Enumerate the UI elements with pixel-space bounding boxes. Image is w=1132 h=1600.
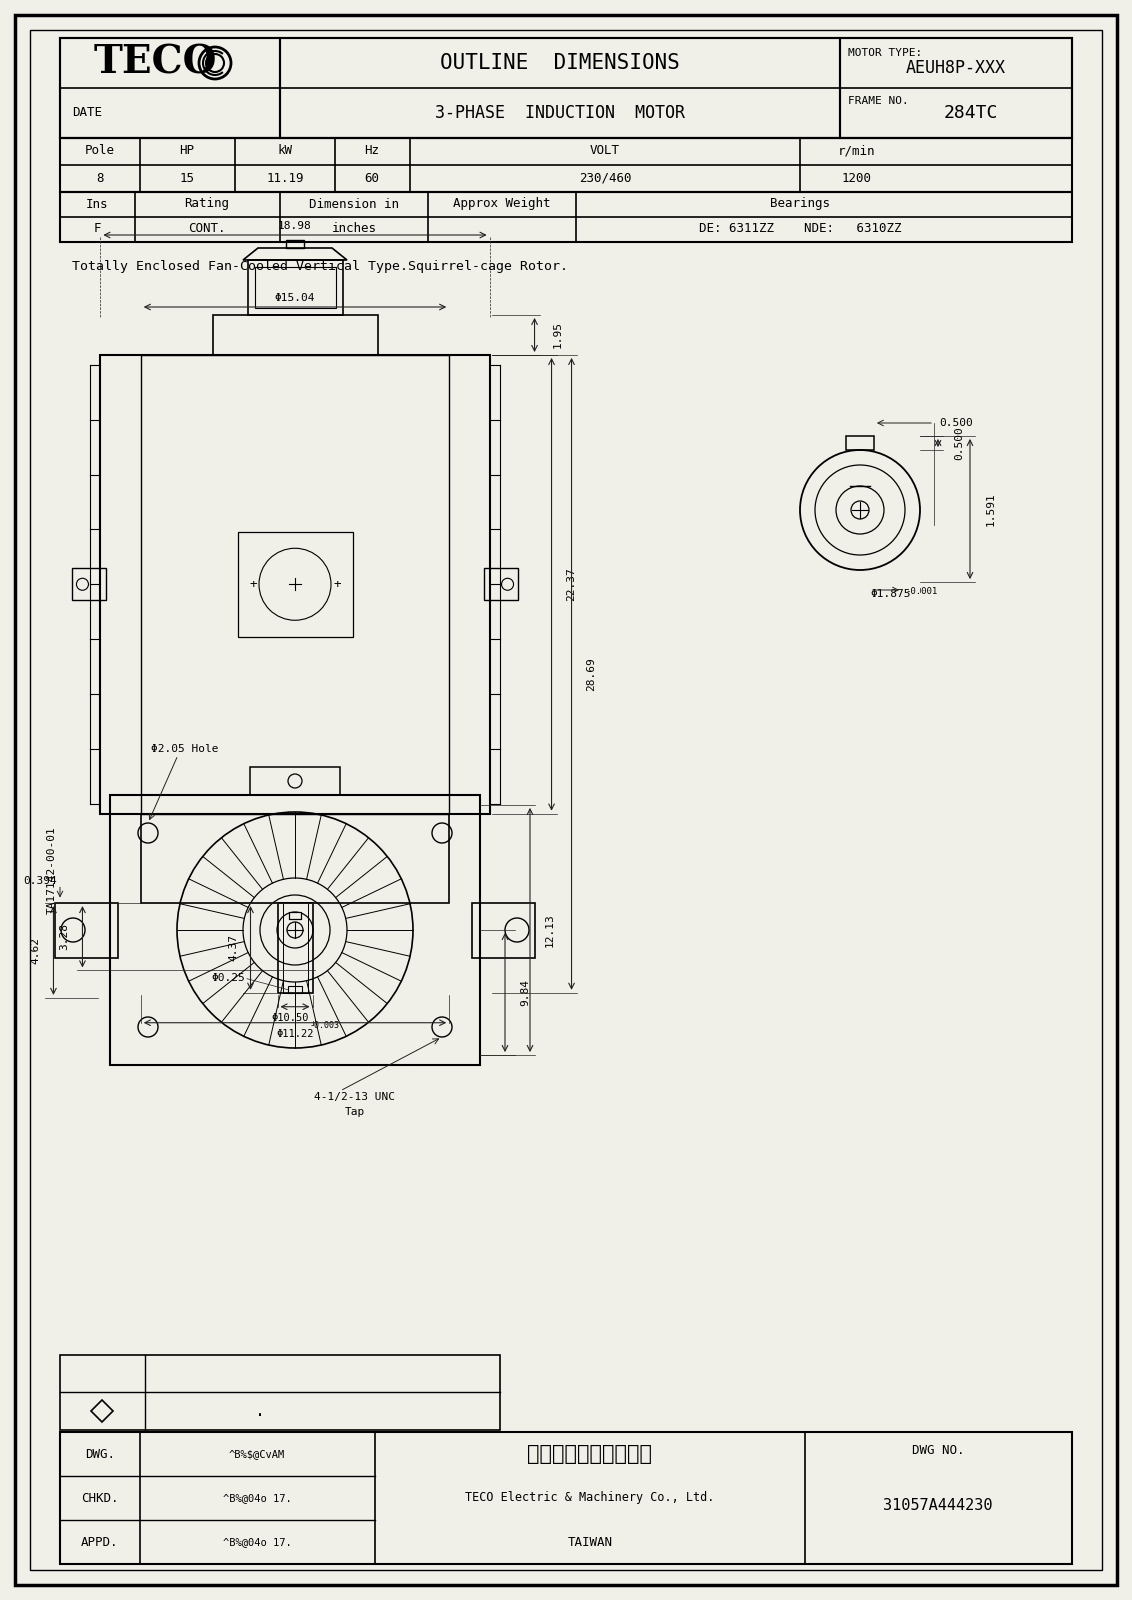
Text: 1.591: 1.591	[986, 493, 996, 526]
Text: 0.500: 0.500	[954, 426, 964, 459]
Text: TECO: TECO	[93, 43, 216, 82]
Text: kW: kW	[277, 144, 292, 157]
Text: +: +	[249, 578, 257, 590]
Text: 東元電機股份有限公司: 東元電機股份有限公司	[528, 1443, 652, 1464]
Text: Φ15.04: Φ15.04	[275, 293, 315, 302]
Bar	[289, 912, 301, 918]
Text: DWG.: DWG.	[85, 1448, 115, 1461]
Bar	[483, 568, 517, 600]
Text: VOLT: VOLT	[590, 144, 620, 157]
Text: FRAME NO.: FRAME NO.	[848, 96, 909, 106]
Text: ^B%$@CvAM: ^B%$@CvAM	[229, 1450, 285, 1459]
Bar	[140, 813, 449, 902]
Text: 3.28: 3.28	[60, 923, 69, 950]
Bar	[472, 902, 535, 957]
Text: APPD.: APPD.	[82, 1536, 119, 1549]
Text: Pole: Pole	[85, 144, 115, 157]
Text: ^B%@04o 17.: ^B%@04o 17.	[223, 1493, 291, 1502]
Text: Dimension in: Dimension in	[309, 197, 398, 211]
Text: Φ1.875: Φ1.875	[871, 589, 910, 598]
Text: 0.394: 0.394	[23, 875, 57, 885]
Text: DWG NO.: DWG NO.	[911, 1443, 964, 1458]
Text: 18.98: 18.98	[278, 221, 312, 230]
Text: 1.95: 1.95	[552, 322, 563, 349]
Bar	[110, 795, 480, 1066]
Text: 60: 60	[365, 171, 379, 184]
Text: Tap: Tap	[345, 1107, 366, 1117]
Text: 230/460: 230/460	[578, 171, 632, 184]
Bar	[288, 986, 302, 992]
Bar	[248, 259, 343, 315]
Text: Φ10.50: Φ10.50	[272, 1013, 309, 1022]
Text: 0.500: 0.500	[940, 418, 972, 427]
Text: Ins: Ins	[86, 197, 109, 211]
Text: TAIWAN: TAIWAN	[567, 1536, 612, 1549]
Bar	[60, 38, 280, 138]
Bar	[255, 267, 335, 307]
Bar	[101, 355, 489, 813]
Text: TECO Electric & Machinery Co., Ltd.: TECO Electric & Machinery Co., Ltd.	[465, 1491, 714, 1504]
Bar	[72, 568, 106, 600]
Text: 15: 15	[180, 171, 195, 184]
Text: 3-PHASE  INDUCTION  MOTOR: 3-PHASE INDUCTION MOTOR	[435, 104, 685, 122]
Text: MOTOR TYPE:: MOTOR TYPE:	[848, 48, 923, 58]
Text: 22.37: 22.37	[566, 568, 576, 602]
Text: 8: 8	[96, 171, 104, 184]
Bar	[289, 912, 301, 918]
Text: 4.62: 4.62	[31, 938, 41, 963]
Text: 31057A444230: 31057A444230	[883, 1499, 993, 1514]
Text: 284TC: 284TC	[944, 104, 998, 122]
Text: 4-1/2-13 UNC: 4-1/2-13 UNC	[315, 1091, 395, 1102]
Text: 12.13: 12.13	[544, 914, 555, 947]
Bar	[840, 38, 1072, 138]
Text: Hz: Hz	[365, 144, 379, 157]
Bar	[846, 435, 874, 450]
Text: Φ11.22: Φ11.22	[276, 1029, 314, 1038]
Text: DE: 6311ZZ    NDE:   6310ZZ: DE: 6311ZZ NDE: 6310ZZ	[698, 222, 901, 235]
Text: r/min: r/min	[839, 144, 876, 157]
Bar	[60, 1432, 1072, 1565]
Text: CHKD.: CHKD.	[82, 1491, 119, 1504]
Bar	[250, 766, 340, 795]
Text: DATE: DATE	[72, 107, 102, 120]
Bar	[286, 240, 305, 248]
Text: Φ2.05 Hole: Φ2.05 Hole	[152, 744, 218, 754]
Bar	[55, 902, 118, 957]
Text: ^B%@04o 17.: ^B%@04o 17.	[223, 1538, 291, 1547]
Text: 4.37: 4.37	[229, 934, 239, 962]
Text: +: +	[333, 578, 341, 590]
Text: F: F	[93, 222, 101, 235]
Bar	[213, 315, 377, 355]
Bar	[277, 902, 312, 992]
Text: OUTLINE  DIMENSIONS: OUTLINE DIMENSIONS	[440, 53, 680, 74]
Bar	[60, 192, 1072, 242]
Text: Bearings: Bearings	[770, 197, 830, 211]
Bar	[238, 531, 352, 637]
Text: Totally Enclosed Fan-Cooled Vertical Type.Squirrel-cage Rotor.: Totally Enclosed Fan-Cooled Vertical Typ…	[72, 259, 568, 274]
Text: Φ0.25: Φ0.25	[212, 973, 245, 982]
Text: TA17142-00-01: TA17142-00-01	[48, 826, 57, 914]
Text: 28.69: 28.69	[586, 658, 597, 691]
Text: 9.84: 9.84	[520, 979, 530, 1006]
Text: 1200: 1200	[842, 171, 872, 184]
Text: Rating: Rating	[185, 197, 230, 211]
Text: -0.001: -0.001	[906, 587, 938, 597]
Bar	[283, 902, 308, 992]
Text: Approx Weight: Approx Weight	[453, 197, 551, 211]
Text: inches: inches	[332, 222, 377, 235]
Bar	[140, 355, 449, 813]
Bar	[60, 138, 1072, 192]
Text: .: .	[255, 1402, 265, 1421]
Bar	[280, 38, 840, 138]
Text: -0.003: -0.003	[310, 1021, 340, 1030]
Bar	[60, 38, 1072, 138]
Text: AEUH8P-XXX: AEUH8P-XXX	[906, 59, 1006, 77]
Text: HP: HP	[180, 144, 195, 157]
Text: CONT.: CONT.	[188, 222, 225, 235]
Text: 11.19: 11.19	[266, 171, 303, 184]
Bar	[60, 1355, 500, 1430]
